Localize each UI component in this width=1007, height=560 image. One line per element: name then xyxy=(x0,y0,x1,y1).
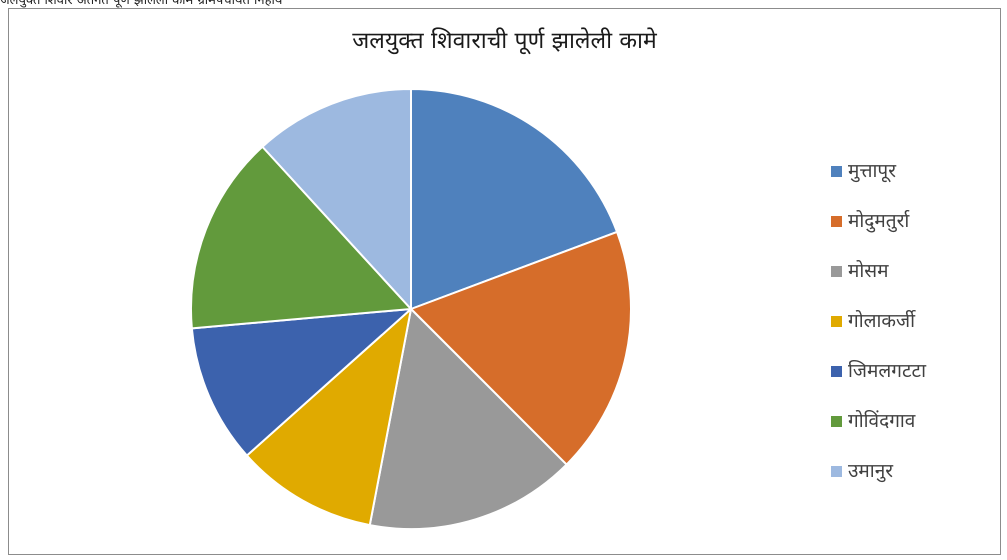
legend-item-7: उमानुर xyxy=(831,446,996,496)
pie-slice-5 xyxy=(190,308,412,457)
pie-slice-3 xyxy=(368,308,568,530)
legend-swatch xyxy=(831,165,842,177)
pie-slice-1 xyxy=(410,88,619,310)
pie-slice-2 xyxy=(410,230,632,466)
legend-label: जिमलगटटा xyxy=(848,359,927,382)
pie-slice-6 xyxy=(190,145,412,330)
legend-swatch xyxy=(831,315,842,327)
legend-item-3: मोसम xyxy=(831,246,996,296)
legend-swatch xyxy=(831,215,842,227)
legend-label: गोलाकर्जी xyxy=(848,309,916,332)
legend: मुत्तापूर मोदुमतुर्रा मोसम गोलाकर्जी जिमलगटट… xyxy=(831,146,996,496)
legend-label: मोसम xyxy=(848,259,889,282)
pie-slice-7 xyxy=(261,88,412,310)
chart-title: जलयुक्त शिवाराची पूर्ण झालेली कामे xyxy=(352,28,657,54)
legend-swatch xyxy=(831,415,842,427)
legend-item-1: मुत्तापूर xyxy=(831,146,996,196)
legend-label: उमानुर xyxy=(848,459,894,482)
pie-slice-4 xyxy=(245,308,412,527)
legend-label: मुत्तापूर xyxy=(848,159,896,182)
legend-item-5: जिमलगटटा xyxy=(831,346,996,396)
legend-label: मोदुमतुर्रा xyxy=(848,209,910,232)
legend-item-4: गोलाकर्जी xyxy=(831,296,996,346)
legend-swatch xyxy=(831,465,842,477)
legend-item-2: मोदुमतुर्रा xyxy=(831,196,996,246)
pie-plot xyxy=(190,88,632,530)
cropped-caption-text: जलयुक्त शिवार अंतर्गत पूर्ण झालेली कामे … xyxy=(0,0,283,8)
legend-label: गोविंदगाव xyxy=(848,409,916,432)
chart-area: जलयुक्त शिवाराची पूर्ण झालेली कामे मुत्त… xyxy=(8,8,1001,555)
legend-item-6: गोविंदगाव xyxy=(831,396,996,446)
legend-swatch xyxy=(831,265,842,277)
legend-swatch xyxy=(831,365,842,377)
